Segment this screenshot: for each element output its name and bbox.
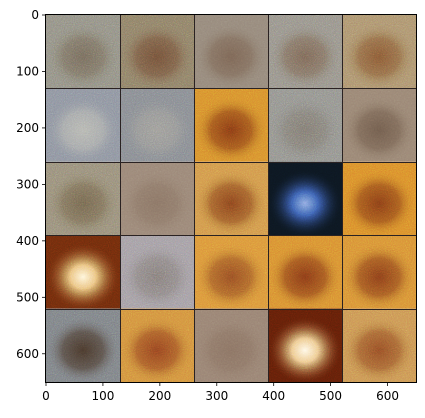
tile-noise: [46, 88, 120, 162]
tile-noise: [194, 308, 268, 382]
y-tick-label: 400: [16, 234, 39, 248]
y-tick-label: 300: [16, 177, 39, 191]
grid-tile: [120, 161, 194, 236]
tile-separators: [46, 15, 416, 382]
grid-tile: [194, 15, 268, 90]
grid-tile: [120, 15, 194, 90]
tile-noise: [46, 15, 120, 89]
y-tick-label: 100: [16, 64, 39, 78]
tile-noise: [46, 161, 120, 236]
tile-noise: [268, 88, 342, 162]
x-axis: 0 100 200 300 400 500 600: [42, 382, 399, 403]
tile-noise: [120, 161, 194, 236]
grid-tile: [194, 235, 268, 310]
grid-tile: [268, 15, 342, 90]
x-tick-label: 200: [148, 389, 171, 403]
y-axis: 0 100 200 300 400 500 600: [16, 8, 46, 361]
tile-noise: [120, 235, 194, 309]
grid-tile: [268, 308, 342, 383]
grid-tile: [342, 15, 416, 90]
x-tick-label: 100: [91, 389, 114, 403]
grid-tile: [46, 235, 120, 310]
x-tick-label: 300: [205, 389, 228, 403]
tile-noise: [120, 88, 194, 162]
tile-noise: [268, 161, 342, 236]
grid-tile: [120, 88, 194, 163]
grid-tile: [194, 88, 268, 163]
tile-noise: [194, 235, 268, 309]
tile-noise: [194, 15, 268, 89]
image-grid: [46, 15, 416, 383]
grid-tile: [46, 308, 120, 383]
grid-tile: [342, 161, 416, 236]
tile-noise: [268, 15, 342, 89]
tile-noise: [342, 88, 416, 162]
grid-tile: [268, 235, 342, 310]
grid-tile: [268, 161, 342, 236]
x-tick-label: 500: [319, 389, 342, 403]
grid-tile: [120, 235, 194, 310]
grid-tile: [342, 88, 416, 163]
tile-noise: [194, 161, 268, 236]
grid-tile: [268, 88, 342, 163]
x-tick-label: 400: [262, 389, 285, 403]
y-tick-label: 500: [16, 290, 39, 304]
axes-frame: [45, 14, 417, 383]
tile-noise: [342, 308, 416, 382]
grid-tile: [46, 88, 120, 163]
tile-noise: [342, 161, 416, 236]
grid-tile: [342, 308, 416, 383]
grid-tile: [120, 308, 194, 383]
y-tick-label: 600: [16, 347, 39, 361]
grid-tile: [194, 161, 268, 236]
grid-tile: [342, 235, 416, 310]
x-tick-label: 0: [42, 389, 50, 403]
y-tick-label: 0: [31, 8, 39, 22]
grid-tile: [194, 308, 268, 383]
tile-noise: [342, 235, 416, 309]
tile-noise: [268, 308, 342, 382]
tile-noise: [46, 308, 120, 382]
grid-tile: [46, 161, 120, 236]
x-tick-label: 600: [376, 389, 399, 403]
tile-noise: [120, 308, 194, 382]
tile-noise: [194, 88, 268, 162]
grid-tile: [46, 15, 120, 90]
y-tick-label: 200: [16, 121, 39, 135]
tile-noise: [46, 235, 120, 309]
tile-noise: [342, 15, 416, 89]
tile-noise: [268, 235, 342, 309]
tile-noise: [120, 15, 194, 89]
